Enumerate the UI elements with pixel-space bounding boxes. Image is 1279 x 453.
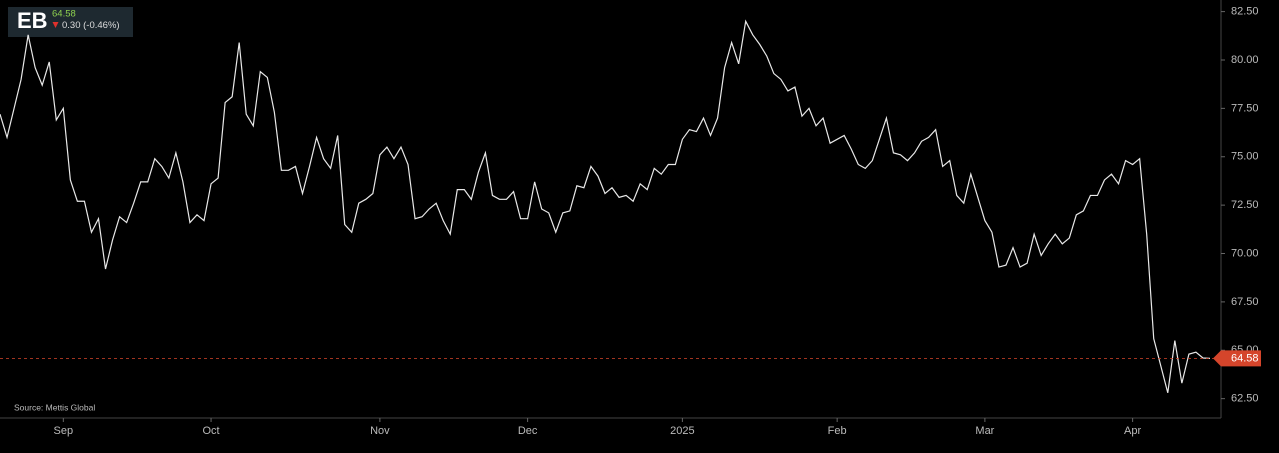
ticker-box [8,7,133,37]
source: Source: Mettis Global [14,402,95,412]
x-tick-label: Dec [518,425,538,437]
price-change: 0.30 (-0.46%) [62,20,120,31]
header-price: 64.58 [52,9,76,20]
x-tick-label: Sep [54,425,74,437]
y-tick-label: 67.50 [1231,296,1259,308]
y-tick-label: 72.50 [1231,199,1259,211]
ticker: EB [17,8,48,33]
y-tick-label: 80.00 [1231,54,1259,66]
x-tick-label: Mar [975,425,994,437]
y-tick-label: 82.50 [1231,6,1259,18]
y-tick-label: 70.00 [1231,247,1259,259]
x-tick-label: Feb [828,425,847,437]
x-tick-label: Oct [202,425,219,437]
last-price-label: 64.58 [1231,352,1259,364]
x-tick-label: Nov [370,425,390,437]
x-tick-label: Apr [1124,425,1141,437]
y-tick-label: 75.00 [1231,151,1259,163]
y-tick-label: 62.50 [1231,393,1259,405]
down-arrow [52,22,59,28]
y-tick-label: 77.50 [1231,102,1259,114]
last-price-tag [1213,350,1261,367]
price-line [0,19,1211,393]
x-tick-label: 2025 [670,425,694,437]
